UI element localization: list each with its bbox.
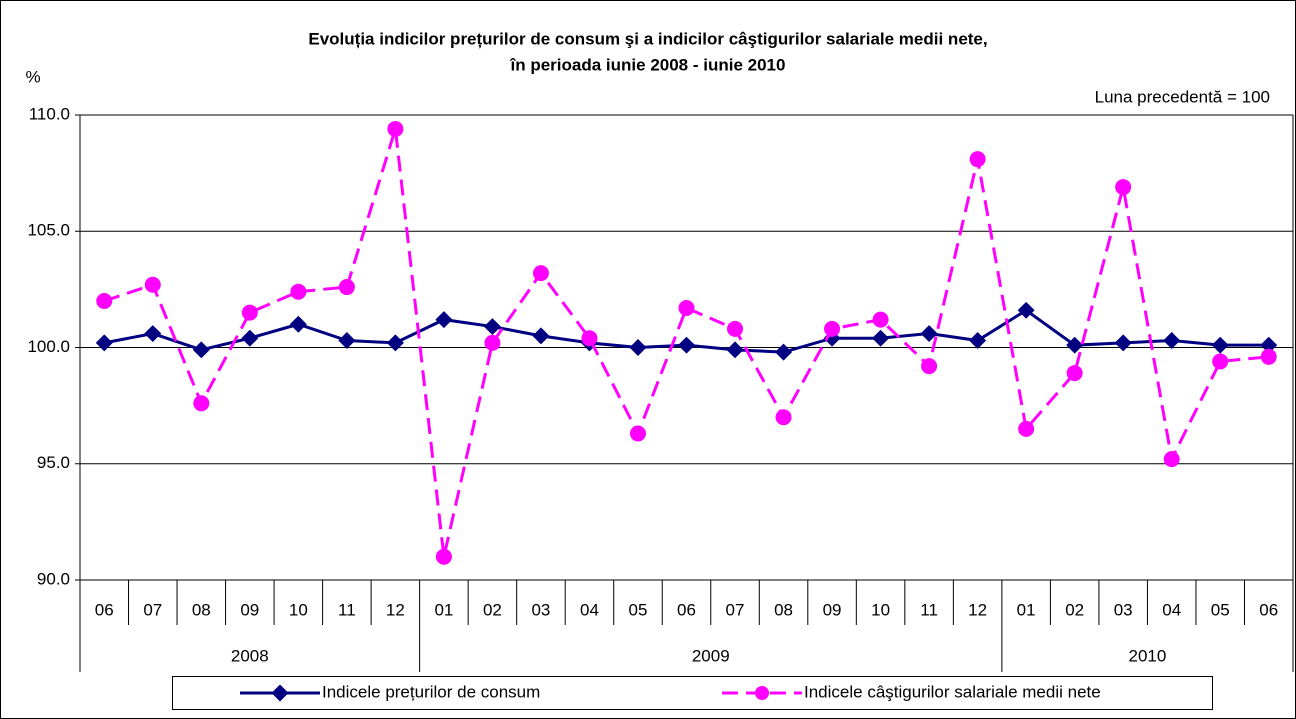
x-tick-label: 06	[677, 600, 696, 619]
annotation: Luna precedentă = 100	[1095, 87, 1270, 106]
x-tick-label: 12	[386, 600, 405, 619]
marker	[338, 332, 356, 350]
y-tick-label: 100.0	[27, 337, 70, 356]
marker	[727, 320, 744, 337]
marker	[387, 120, 404, 137]
x-tick-label: 03	[531, 600, 550, 619]
x-tick-label: 01	[1017, 600, 1036, 619]
year-label: 2010	[1129, 646, 1167, 665]
x-tick-label: 09	[240, 600, 259, 619]
marker	[969, 332, 987, 350]
x-tick-label: 11	[920, 600, 938, 619]
marker	[921, 358, 938, 375]
x-tick-label: 12	[968, 600, 987, 619]
year-label: 2008	[231, 646, 269, 665]
x-tick-label: 09	[823, 600, 842, 619]
x-tick-label: 04	[580, 600, 599, 619]
legend-label: Indicele câştigurilor salariale medii ne…	[804, 682, 1101, 701]
marker	[192, 341, 210, 359]
marker	[1018, 420, 1035, 437]
y-tick-label: 95.0	[37, 453, 70, 472]
marker	[435, 548, 452, 565]
x-tick-label: 10	[289, 600, 308, 619]
marker	[726, 341, 744, 359]
marker	[96, 293, 113, 309]
marker	[1163, 451, 1180, 468]
chart-title: Evoluția indicilor prețurilor de consum …	[308, 29, 987, 48]
x-tick-label: 07	[143, 600, 162, 619]
y-tick-label: 90.0	[37, 569, 70, 588]
legend-box	[172, 676, 1213, 710]
x-tick-label: 06	[95, 600, 114, 619]
marker	[629, 425, 646, 442]
legend-marker	[271, 684, 289, 702]
marker	[1115, 179, 1132, 196]
year-label: 2009	[692, 646, 730, 665]
x-tick-label: 08	[192, 600, 211, 619]
marker	[872, 311, 889, 328]
marker	[1212, 353, 1229, 370]
marker	[484, 334, 501, 351]
marker	[824, 320, 841, 337]
x-tick-label: 02	[1065, 600, 1084, 619]
marker	[775, 343, 793, 361]
marker	[241, 304, 258, 321]
marker	[144, 276, 161, 293]
marker	[1260, 348, 1277, 365]
marker	[581, 330, 598, 347]
chart-subtitle: în perioada iunie 2008 - iunie 2010	[510, 55, 786, 74]
marker	[532, 265, 549, 282]
marker	[386, 334, 404, 352]
marker	[435, 311, 453, 329]
marker	[193, 395, 210, 412]
marker	[629, 339, 647, 356]
marker	[532, 327, 550, 345]
marker	[338, 279, 355, 296]
x-tick-label: 01	[434, 600, 453, 619]
y-tick-label: 110.0	[29, 104, 70, 123]
marker	[969, 151, 986, 168]
marker	[290, 283, 307, 300]
y-axis-label: %	[25, 67, 40, 86]
x-tick-label: 05	[629, 600, 648, 619]
legend-marker	[755, 686, 769, 700]
marker	[678, 336, 695, 354]
x-tick-label: 07	[726, 600, 745, 619]
x-tick-label: 10	[871, 600, 890, 619]
marker	[872, 329, 890, 347]
marker	[289, 315, 307, 333]
marker	[241, 329, 259, 347]
x-tick-label: 11	[338, 600, 356, 619]
x-tick-label: 03	[1114, 600, 1133, 619]
marker	[144, 325, 162, 343]
x-tick-label: 04	[1162, 600, 1181, 619]
marker	[920, 325, 938, 343]
legend-label: Indicele prețurilor de consum	[322, 682, 540, 701]
x-tick-label: 06	[1259, 600, 1278, 619]
marker	[483, 318, 501, 336]
marker	[95, 334, 113, 352]
x-tick-label: 05	[1211, 600, 1230, 619]
marker	[1066, 365, 1083, 382]
x-tick-label: 02	[483, 600, 502, 619]
marker	[775, 409, 792, 426]
marker	[678, 299, 695, 316]
x-tick-label: 08	[774, 600, 793, 619]
y-tick-label: 105.0	[27, 221, 70, 240]
